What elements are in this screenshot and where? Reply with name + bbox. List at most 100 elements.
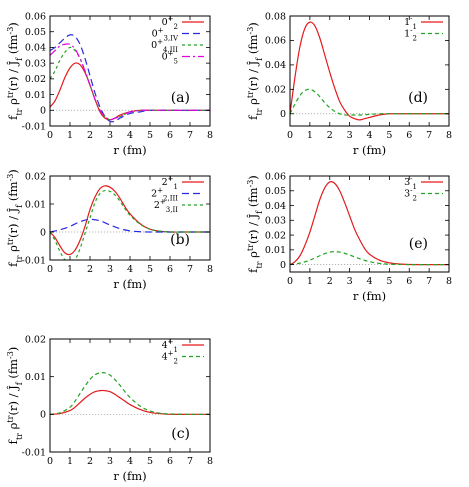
x-tick-label: 0: [287, 276, 293, 287]
legend-label-part: 2: [413, 195, 417, 203]
legend-label: 4+2: [162, 350, 178, 366]
y-axis-title-part: f: [15, 204, 24, 208]
legend-label: 1-1: [404, 15, 417, 31]
y-axis-title-part: -3: [6, 174, 15, 182]
y-tick-label: 0.04: [265, 60, 286, 71]
y-tick-label: 0.02: [25, 334, 46, 345]
y-axis-title-part: Ĵ: [6, 207, 20, 213]
plot-frame: [49, 15, 211, 127]
plot-frame: [289, 15, 450, 127]
y-axis-title-part: -3: [246, 27, 255, 35]
legend-label-part: 0: [151, 40, 157, 51]
legend-label-part: -: [410, 15, 413, 23]
x-tick-label: 1: [67, 456, 73, 467]
series-line-c-0: [50, 389, 210, 415]
legend-label-part: 1: [413, 23, 417, 31]
legend-label-part: 1: [413, 183, 417, 191]
x-axis-title: r (fm): [113, 277, 146, 291]
y-axis-title-part: (r) /: [6, 212, 20, 238]
y-axis-title-part: tr: [246, 244, 255, 251]
legend-label: 2+2,III: [151, 187, 178, 203]
x-tick-label: 7: [426, 130, 432, 141]
legend-label-part: 3: [404, 189, 410, 200]
y-axis-title-part: tr: [246, 91, 255, 98]
panel-a: 0 1 2 3 4 5 6 7 8-0.0100.010.020.030.040.050.06r…: [6, 11, 214, 157]
y-axis-title-part: Ĵ: [246, 60, 260, 66]
x-tick-label: 7: [187, 264, 193, 275]
x-tick-label: 1: [307, 130, 313, 141]
x-tick-label: 5: [147, 456, 153, 467]
legend-label-part: +: [158, 27, 164, 35]
y-tick-label: 0.05: [25, 27, 46, 38]
x-tick-label: 2: [87, 264, 93, 275]
legend-label-part: +: [168, 350, 174, 358]
legend-label: 1-2: [404, 27, 417, 43]
x-tick-label: 1: [67, 264, 73, 275]
x-tick-label: 7: [187, 456, 193, 467]
legend-label-part: 2: [162, 177, 168, 188]
y-tick-label: 0.02: [25, 171, 46, 182]
y-axis-title-part: (r) /: [246, 65, 260, 91]
y-axis-title-part: f: [255, 210, 264, 214]
x-tick-label: 8: [207, 264, 213, 275]
x-tick-label: 3: [347, 130, 353, 141]
x-tick-label: 4: [127, 130, 133, 141]
y-tick-label: 0.01: [25, 199, 46, 210]
legend-label: 0+5: [162, 50, 178, 66]
legend-label-part: 1: [404, 29, 410, 40]
y-tick-label: -0.01: [22, 255, 46, 266]
x-tick-label: 2: [87, 130, 93, 141]
y-axis-title-part: tr: [6, 91, 15, 98]
legend-label: 0+2: [162, 15, 178, 31]
y-axis-title: ftr ρtr(r) / Ĵf (fm-3): [6, 22, 24, 120]
legend-label: 4+1: [162, 338, 178, 354]
x-tick-label: 5: [147, 264, 153, 275]
legend-label-part: +: [157, 187, 163, 195]
panel-tag: (e): [409, 236, 428, 252]
x-axis-title: r (fm): [353, 289, 386, 303]
y-axis-title-part: f: [6, 262, 20, 267]
y-axis-title-part: (fm: [6, 359, 20, 382]
x-tick-label: 0: [47, 456, 53, 467]
y-axis-title-part: tr: [15, 433, 24, 440]
x-tick-label: 4: [127, 264, 133, 275]
y-tick-label: 0: [280, 260, 286, 271]
y-axis-title-part: (r) /: [6, 390, 20, 416]
y-axis-title-group: ftr ρtr(r) / Ĵf (fm-3): [6, 22, 24, 120]
x-axis-title: r (fm): [113, 143, 146, 157]
y-axis-title-part: f: [6, 439, 20, 444]
legend-label: 3-1: [404, 175, 417, 191]
y-axis-title: ftr ρtr(r) / Ĵf (fm-3): [6, 169, 24, 267]
y-axis-title-part: (r) /: [246, 218, 260, 244]
legend-label-part: +: [168, 15, 174, 23]
y-axis-title-group: ftr ρtr(r) / Ĵf (fm-3): [6, 347, 24, 445]
legend-label-part: -: [410, 175, 413, 183]
y-axis-title-part: f: [255, 57, 264, 61]
y-tick-label: 0: [40, 227, 46, 238]
x-tick-label: 2: [327, 130, 333, 141]
y-axis-title: ftr ρtr(r) / Ĵf (fm-3): [246, 22, 264, 120]
y-axis-title-part: (fm: [6, 181, 20, 204]
x-tick-label: 8: [446, 276, 452, 287]
x-tick-label: 6: [406, 276, 412, 287]
y-axis-title-part: tr: [15, 108, 24, 115]
x-tick-label: 6: [167, 130, 173, 141]
legend-label-part: 2,III: [163, 195, 178, 203]
y-axis-title: ftr ρtr(r) / Ĵf (fm-3): [246, 175, 264, 273]
legend-label-part: 4,III: [163, 46, 178, 54]
y-tick-label: 0.02: [265, 230, 286, 241]
panel-d: 0 1 2 3 4 5 6 7 800.020.040.060.08r (fm)ftr ρtr(…: [246, 11, 453, 157]
y-tick-label: 0.04: [25, 43, 46, 54]
y-axis-title-part: ρ: [246, 251, 260, 262]
y-axis-title-part: Ĵ: [246, 213, 260, 219]
y-tick-label: 0.02: [25, 74, 46, 85]
y-axis-title-part: ): [246, 175, 260, 180]
series-line-b-2: [50, 189, 210, 260]
legend-label-part: 3,II: [166, 206, 178, 214]
legend-label: 0+4,III: [151, 38, 178, 54]
x-tick-label: 6: [406, 130, 412, 141]
y-tick-label: 0.01: [25, 90, 46, 101]
y-tick-label: 0.03: [265, 216, 286, 227]
y-axis-title-part: ): [246, 22, 260, 27]
